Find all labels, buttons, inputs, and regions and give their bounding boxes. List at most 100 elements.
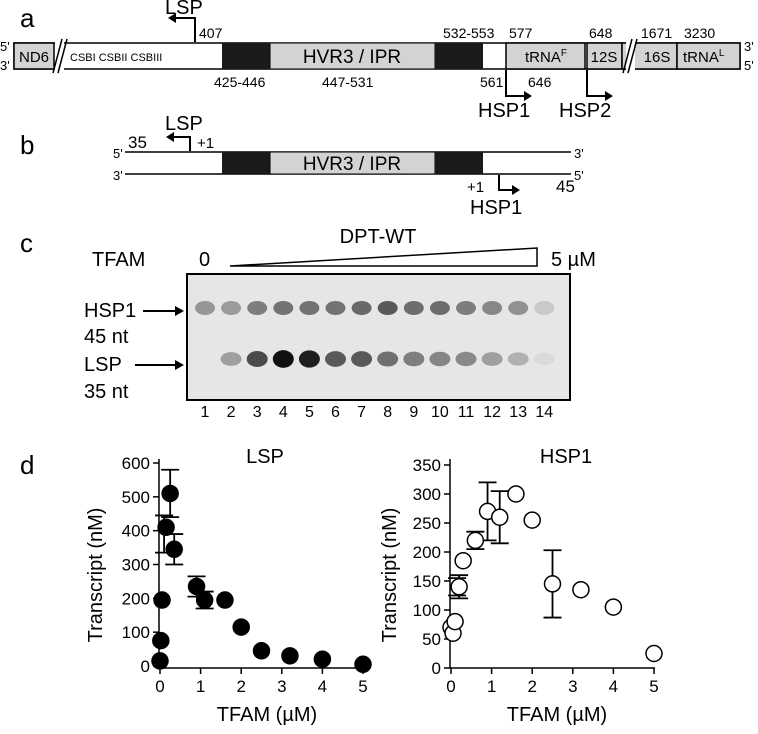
y-tick-label: 350 [413, 456, 441, 475]
pos-561: 561 [480, 74, 504, 90]
data-point [153, 591, 171, 609]
panel-a-hsp2-label: HSP2 [559, 100, 611, 122]
break-gap-2 [626, 40, 635, 72]
b-lsp-arrowhead-icon [166, 132, 174, 142]
panel-b-hsp1-label: HSP1 [470, 197, 522, 219]
gel-band-lsp [325, 351, 346, 367]
gel-bands [195, 301, 555, 368]
pos-646: 646 [528, 74, 552, 90]
gel-band-lsp [377, 351, 399, 367]
data-point [216, 591, 234, 609]
12s-label: 12S [591, 49, 618, 66]
gel-band-lsp [429, 351, 451, 367]
gel-image [186, 273, 571, 401]
lane-number: 10 [431, 404, 449, 421]
x-tick-label: 2 [236, 677, 245, 696]
gel-band-lsp [246, 350, 268, 368]
data-point [645, 644, 663, 663]
panel-c-letter: c [20, 228, 33, 258]
panel-b-letter: b [20, 130, 34, 160]
16s-label: 16S [644, 49, 671, 66]
panel-a-lsp-label: LSP [165, 0, 203, 19]
data-point [195, 591, 214, 609]
data-point [187, 577, 206, 596]
x-tick-label: 4 [609, 677, 618, 696]
lane-numbers: 1 2 3 4 5 6 7 8 9 10 11 12 13 14 [201, 404, 554, 421]
y-tick-label: 50 [422, 630, 441, 649]
pos-425-446: 425-446 [214, 74, 266, 90]
pos-577: 577 [509, 25, 533, 41]
data-point [151, 652, 169, 670]
y-tick-label: 0 [141, 657, 150, 676]
block-425-446 [222, 43, 270, 69]
lane-number: 13 [509, 404, 527, 421]
x-tick-label: 3 [568, 677, 577, 696]
data-point [313, 650, 332, 668]
hsp2-arrow-icon [586, 70, 609, 97]
data-point [543, 575, 562, 593]
gel-band-hsp1 [247, 301, 268, 315]
chart-hsp1-xlabel: TFAM (µM) [507, 704, 607, 726]
trnaf-box [505, 42, 586, 70]
chart-hsp1: HSP1 Transcript (nM) TFAM (µM) 050100150… [379, 446, 663, 726]
gel-band-hsp1 [482, 301, 503, 315]
b-hvr3-label: HVR3 / IPR [303, 154, 401, 175]
gel-band-lsp [351, 351, 373, 367]
dpt-wt-label: DPT-WT [340, 226, 417, 248]
y-tick-label: 200 [413, 543, 441, 562]
gel-band-hsp1 [534, 301, 555, 315]
trnal-box [676, 42, 741, 70]
break-gap-1 [55, 40, 64, 72]
data-point [354, 655, 372, 674]
lane-number: 5 [305, 404, 314, 421]
chart-lsp-ticks: 0 100 200 300 400 500 600 0 1 2 3 4 5 [122, 454, 368, 696]
chart-hsp1-marks [442, 481, 663, 663]
gel-band-hsp1 [299, 301, 320, 315]
gel-lsp-arrow-icon [175, 360, 184, 370]
x-tick-label: 5 [358, 677, 367, 696]
gel-band-lsp [298, 350, 320, 368]
csb-label: CSBI CSBII CSBIII [70, 52, 162, 64]
data-point [490, 508, 509, 526]
b-strand-5-left: 5' [113, 146, 123, 161]
pos-407: 407 [199, 25, 223, 41]
gel-band-lsp [272, 350, 294, 368]
panel-a: a LSP 407 532-553 577 648 1671 3230 5' 3… [0, 0, 754, 122]
hsp1-arrowhead-icon [524, 91, 532, 101]
x-tick-label: 1 [196, 677, 205, 696]
data-point [232, 618, 250, 636]
gel-hsp1-label: HSP1 [84, 300, 136, 322]
lane-number: 1 [201, 404, 210, 421]
b-block-right [435, 152, 483, 174]
lane-number: 6 [331, 404, 340, 421]
x-tick-label: 3 [277, 677, 286, 696]
y-tick-label: 250 [413, 514, 441, 533]
data-point [454, 551, 472, 570]
b-lsp-arrow-icon [170, 136, 191, 151]
b-plus1-top: +1 [197, 135, 214, 152]
break-line-2b [627, 38, 638, 74]
data-point [161, 484, 179, 503]
y-tick-label: 500 [122, 488, 150, 507]
panel-d: d LSP Transcript (nM) TFAM (µM) 01002003… [20, 446, 663, 726]
gel-band-lsp [481, 352, 503, 366]
gel-band-lsp [533, 352, 555, 366]
y-tick-label: 600 [122, 454, 150, 473]
lane-number: 4 [279, 404, 288, 421]
gel-band-hsp1 [325, 301, 346, 315]
data-point [281, 647, 299, 665]
lane-number: 9 [409, 404, 418, 421]
data-point [572, 580, 590, 599]
data-point [466, 531, 485, 550]
gel-band-lsp [220, 352, 242, 366]
chart-lsp-marks [151, 468, 372, 674]
tfam-gradient-wedge [229, 247, 538, 267]
gel-lsp-label: LSP [84, 354, 122, 376]
nd6-label: ND6 [19, 49, 49, 66]
tfam-zero: 0 [199, 249, 210, 271]
x-tick-label: 1 [487, 677, 496, 696]
lsp-arrowhead-icon [168, 13, 176, 23]
gel-band-hsp1 [403, 301, 424, 315]
x-tick-label: 0 [446, 677, 455, 696]
hvr3-label: HVR3 / IPR [303, 47, 401, 68]
